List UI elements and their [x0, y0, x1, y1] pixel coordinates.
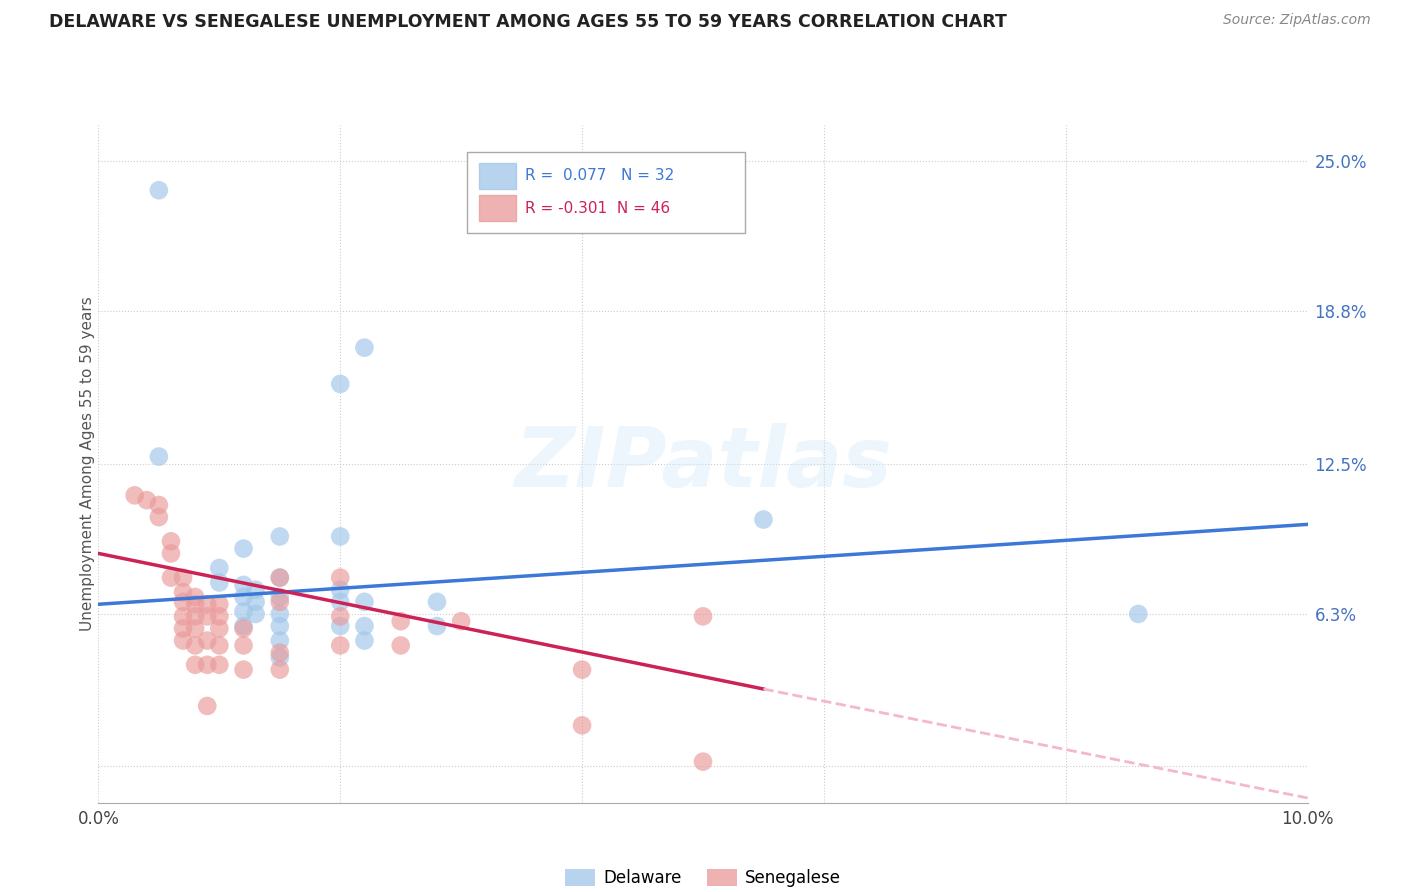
Point	[353, 341, 375, 355]
Point	[269, 571, 291, 585]
Point	[208, 561, 231, 575]
Point	[269, 646, 291, 660]
Point	[692, 755, 714, 769]
Text: ZIPatlas: ZIPatlas	[515, 424, 891, 504]
Point	[269, 663, 291, 677]
Point	[269, 571, 291, 585]
Point	[245, 607, 267, 621]
Point	[752, 512, 775, 526]
Point	[208, 597, 231, 611]
Point	[135, 493, 157, 508]
Point	[353, 619, 375, 633]
Point	[124, 488, 146, 502]
Point	[172, 595, 194, 609]
Point	[195, 609, 218, 624]
Point	[160, 546, 183, 560]
Point	[208, 575, 231, 590]
Legend: Delaware, Senegalese: Delaware, Senegalese	[558, 862, 848, 892]
Point	[184, 622, 207, 636]
Point	[329, 571, 352, 585]
Point	[269, 607, 291, 621]
Text: DELAWARE VS SENEGALESE UNEMPLOYMENT AMONG AGES 55 TO 59 YEARS CORRELATION CHART: DELAWARE VS SENEGALESE UNEMPLOYMENT AMON…	[49, 13, 1007, 31]
Point	[571, 718, 593, 732]
Point	[208, 639, 231, 653]
FancyBboxPatch shape	[467, 152, 745, 234]
Point	[232, 590, 254, 604]
Point	[571, 663, 593, 677]
Point	[184, 657, 207, 672]
Point	[426, 619, 449, 633]
Point	[184, 639, 207, 653]
Text: Source: ZipAtlas.com: Source: ZipAtlas.com	[1223, 13, 1371, 28]
Point	[148, 510, 170, 524]
Point	[245, 582, 267, 597]
Point	[329, 376, 352, 391]
Text: R = -0.301  N = 46: R = -0.301 N = 46	[526, 201, 671, 216]
Point	[1128, 607, 1150, 621]
Point	[148, 498, 170, 512]
Point	[232, 578, 254, 592]
Point	[195, 633, 218, 648]
Point	[160, 571, 183, 585]
Point	[329, 639, 352, 653]
Point	[208, 657, 231, 672]
Point	[353, 595, 375, 609]
Point	[232, 639, 254, 653]
Point	[195, 698, 218, 713]
Point	[269, 619, 291, 633]
Point	[172, 609, 194, 624]
Point	[692, 609, 714, 624]
Point	[148, 450, 170, 464]
Point	[232, 622, 254, 636]
Point	[269, 650, 291, 665]
Point	[208, 609, 231, 624]
Point	[269, 633, 291, 648]
Point	[232, 619, 254, 633]
Y-axis label: Unemployment Among Ages 55 to 59 years: Unemployment Among Ages 55 to 59 years	[80, 296, 94, 632]
Point	[389, 614, 412, 628]
Point	[389, 639, 412, 653]
FancyBboxPatch shape	[479, 195, 516, 221]
Point	[232, 605, 254, 619]
Point	[195, 597, 218, 611]
Point	[329, 595, 352, 609]
Point	[329, 582, 352, 597]
Point	[269, 529, 291, 543]
Point	[232, 541, 254, 556]
Point	[172, 622, 194, 636]
Point	[269, 590, 291, 604]
Point	[172, 633, 194, 648]
Point	[269, 595, 291, 609]
FancyBboxPatch shape	[479, 163, 516, 188]
Point	[245, 595, 267, 609]
Point	[184, 597, 207, 611]
Point	[232, 663, 254, 677]
Point	[148, 183, 170, 197]
Point	[160, 534, 183, 549]
Point	[450, 614, 472, 628]
Point	[353, 633, 375, 648]
Point	[195, 657, 218, 672]
Point	[329, 529, 352, 543]
Point	[184, 609, 207, 624]
Point	[426, 595, 449, 609]
Point	[329, 619, 352, 633]
Point	[172, 571, 194, 585]
Point	[329, 609, 352, 624]
Text: R =  0.077   N = 32: R = 0.077 N = 32	[526, 169, 675, 183]
Point	[208, 622, 231, 636]
Point	[184, 590, 207, 604]
Point	[172, 585, 194, 599]
